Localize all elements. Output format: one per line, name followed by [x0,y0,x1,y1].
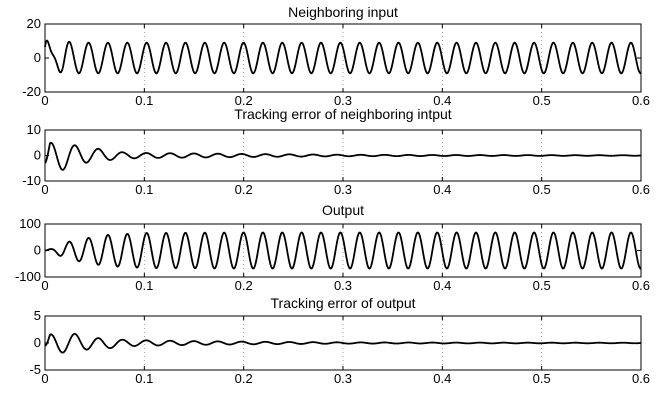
x-tick-label: 0.4 [433,182,451,197]
x-tick-label: 0.6 [632,371,650,386]
x-tick-label: 0.6 [632,93,650,108]
x-tick-label: 0.3 [334,371,352,386]
x-tick-label: 0.5 [533,93,551,108]
x-tick-label: 0 [41,278,48,293]
panel-title: Output [322,202,364,218]
x-tick-label: 0.3 [334,182,352,197]
series-line [44,39,642,75]
x-tick-label: 0.3 [334,278,352,293]
x-tick-label: 0.5 [533,278,551,293]
series-line [44,332,642,354]
panel-tracking-error-output: Tracking error of output 0 0.1 0.2 0.3 0.4 0.… [29,295,650,386]
axes-box [44,23,642,93]
x-tick-label: 0.6 [632,278,650,293]
y-tick-label: 0 [34,148,41,163]
x-tick-label: 0.1 [135,93,153,108]
x-tick-label: 0.1 [135,182,153,197]
x-tick-label: 0.6 [632,182,650,197]
y-tick-label: 0 [34,50,41,65]
x-tick-label: 0.1 [135,278,153,293]
x-tick-label: 0.3 [334,93,352,108]
y-tick-label: 100 [19,216,41,231]
x-tick-label: 0.4 [433,371,451,386]
panel-neighboring-input: Neighboring input 0 0.1 0.2 0.3 0.4 0.5 0.6 20 0… [22,4,650,108]
x-tick-label: 0.5 [533,182,551,197]
y-tick-label: 0 [34,335,41,350]
y-tick-label: -100 [15,269,41,284]
x-tick-label: 0 [41,371,48,386]
x-tick-label: 0.5 [533,371,551,386]
y-tick-label: -5 [29,362,41,377]
x-tick-label: 0.4 [433,93,451,108]
y-tick-label: 20 [27,16,41,31]
x-tick-label: 0 [41,182,48,197]
x-tick-label: 0 [41,93,48,108]
y-tick-label: 0 [34,243,41,258]
panel-tracking-error-input: Tracking error of neighboring intput 0 0.… [22,106,650,197]
x-tick-label: 0.2 [235,278,253,293]
x-tick-label: 0.2 [235,182,253,197]
panel-title: Tracking error of neighboring intput [234,106,451,122]
y-tick-label: -10 [22,173,41,188]
panel-title: Neighboring input [288,4,398,20]
series-line [44,231,642,270]
x-tick-label: 0.2 [235,371,253,386]
axes-box [44,223,642,278]
x-tick-label: 0.2 [235,93,253,108]
y-tick-label: 10 [27,122,41,137]
x-tick-label: 0.1 [135,371,153,386]
y-tick-label: -20 [22,84,41,99]
panel-title: Tracking error of output [271,295,416,311]
series-line [44,141,642,171]
y-tick-label: 5 [34,308,41,323]
x-tick-label: 0.4 [433,278,451,293]
